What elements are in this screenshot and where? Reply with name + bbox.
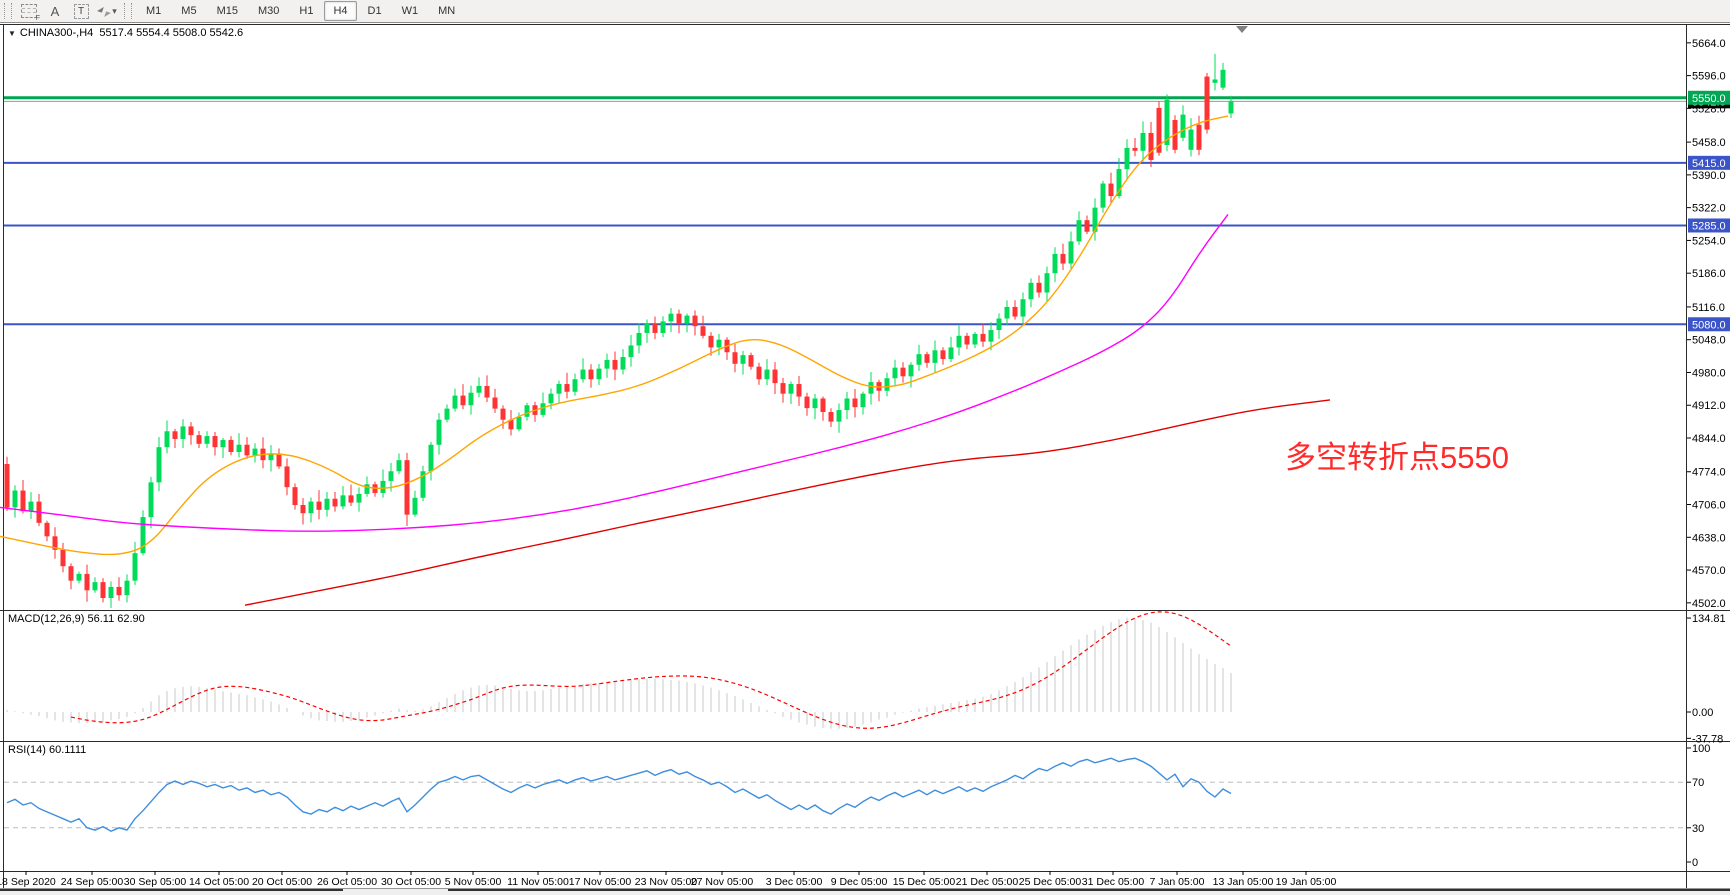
svg-text:13 Jan 05:00: 13 Jan 05:00 (1213, 876, 1274, 888)
svg-text:5116.0: 5116.0 (1692, 302, 1725, 314)
svg-text:24 Sep 05:00: 24 Sep 05:00 (61, 876, 124, 888)
svg-text:4570.0: 4570.0 (1692, 565, 1726, 577)
axis-badge-5080.0 (1688, 317, 1730, 332)
svg-text:25 Dec 05:00: 25 Dec 05:00 (1019, 876, 1082, 888)
svg-text:7 Jan 05:00: 7 Jan 05:00 (1150, 876, 1205, 888)
svg-text:23 Nov 05:00: 23 Nov 05:00 (635, 876, 698, 888)
svg-text:4502.0: 4502.0 (1692, 598, 1726, 610)
svg-text:20 Oct 05:00: 20 Oct 05:00 (252, 876, 312, 888)
svg-text:5596.0: 5596.0 (1692, 71, 1726, 83)
axis-badge-5550.0 (1688, 90, 1730, 105)
rsi-line (6, 757, 1232, 833)
svg-text:30: 30 (1692, 823, 1704, 835)
macd-label: MACD(12,26,9) 56.11 62.90 (8, 613, 145, 625)
svg-text:11 Nov 05:00: 11 Nov 05:00 (507, 876, 569, 888)
time-axis[interactable]: 18 Sep 2020 24 Sep 05:00 30 Sep 05:00 14 Oc… (0, 871, 1337, 888)
svg-text:5 Nov 05:00: 5 Nov 05:00 (445, 876, 502, 888)
timeframe-button-m15[interactable]: M15 (216, 5, 238, 17)
svg-text:19 Jan 05:00: 19 Jan 05:00 (1276, 876, 1337, 888)
svg-text:5390.0: 5390.0 (1692, 170, 1726, 182)
axis-badge-5285.0 (1688, 218, 1730, 233)
svg-text:0: 0 (1692, 857, 1698, 869)
svg-text:14 Oct 05:00: 14 Oct 05:00 (189, 876, 249, 888)
arrow-objects-icon[interactable]: ▾ (96, 2, 118, 20)
timeframe-button-m5[interactable]: M5 (181, 5, 197, 17)
bottom-strip (0, 889, 1730, 895)
rsi-label: RSI(14) 60.1111 (8, 744, 86, 756)
timeframe-button-m30[interactable]: M30 (257, 5, 280, 17)
axis-badge-5415.0 (1688, 155, 1730, 170)
svg-text:-37.78: -37.78 (1692, 733, 1723, 745)
horizontal-level-lines (4, 96, 1686, 326)
svg-text:5048.0: 5048.0 (1692, 335, 1726, 347)
ohlc-values: 5517.4 5554.4 5508.0 5542.6 (99, 27, 244, 39)
svg-text:0.00: 0.00 (1692, 707, 1713, 719)
candles-layer (4, 53, 1234, 608)
svg-text:134.81: 134.81 (1692, 613, 1726, 625)
svg-text:17 Nov 05:00: 17 Nov 05:00 (569, 876, 632, 888)
svg-text:21 Dec 05:00: 21 Dec 05:00 (956, 876, 1019, 888)
moving-averages-layer (0, 115, 1331, 606)
timeframe-button-w1[interactable]: W1 (401, 5, 419, 17)
timeframe-button-d1[interactable]: D1 (367, 5, 382, 17)
label-tool-icon[interactable]: A (50, 3, 60, 19)
svg-text:5285.0: 5285.0 (1692, 220, 1726, 232)
svg-text:5415.0: 5415.0 (1692, 158, 1726, 170)
chart-annotation-text[interactable]: 多空转折点5550 (1285, 440, 1509, 475)
svg-text:5664.0: 5664.0 (1692, 38, 1726, 50)
toolbar-drag-handle[interactable] (4, 3, 12, 19)
timeframe-button-h4[interactable]: H4 (324, 1, 357, 21)
svg-text:4638.0: 4638.0 (1692, 532, 1726, 544)
symbol-dropdown-icon[interactable]: ▼ (8, 29, 16, 38)
macd-signal-line (70, 611, 1232, 729)
svg-text:5186.0: 5186.0 (1692, 268, 1726, 280)
svg-text:18 Sep 2020: 18 Sep 2020 (0, 876, 56, 888)
fibonacci-grid-icon[interactable] (18, 2, 40, 22)
symbol-name: CHINA300-,H4 (19, 27, 94, 39)
svg-text:5550.0: 5550.0 (1692, 93, 1726, 105)
svg-text:70: 70 (1692, 777, 1704, 789)
ma-fast-orange (0, 115, 1229, 556)
chart-shift-marker-icon[interactable] (1236, 26, 1248, 33)
ma-slow-red (244, 399, 1331, 606)
ma-medium-magenta (0, 213, 1229, 532)
svg-text:15 Dec 05:00: 15 Dec 05:00 (893, 876, 956, 888)
svg-text:100: 100 (1692, 743, 1710, 755)
svg-text:5080.0: 5080.0 (1692, 319, 1726, 331)
svg-text:31 Dec 05:00: 31 Dec 05:00 (1082, 876, 1145, 888)
macd-panel: 134.81 0.00 -37.78 MACD(12,26,9) 56.11 62.9… (6, 611, 1726, 745)
svg-text:5322.0: 5322.0 (1692, 203, 1726, 215)
toolbar-drag-handle[interactable] (124, 3, 132, 19)
svg-text:3 Dec 05:00: 3 Dec 05:00 (766, 876, 823, 888)
svg-text:4706.0: 4706.0 (1692, 500, 1726, 512)
svg-text:30 Sep 05:00: 30 Sep 05:00 (124, 876, 187, 888)
timeframe-button-mn[interactable]: MN (438, 5, 456, 17)
svg-text:4912.0: 4912.0 (1692, 400, 1726, 412)
symbol-ohlc-line[interactable]: ▼ CHINA300-,H4 5517.4 5554.4 5508.0 5542.… (8, 27, 243, 39)
toolbar: A T ▾ M1 M5 M15 M30 H1 H4 D1 W1 MN (0, 0, 1730, 23)
svg-text:26 Oct 05:00: 26 Oct 05:00 (317, 876, 377, 888)
svg-text:9 Dec 05:00: 9 Dec 05:00 (831, 876, 888, 888)
dropdown-caret-icon[interactable]: ▾ (112, 5, 117, 16)
svg-text:4980.0: 4980.0 (1692, 367, 1726, 379)
svg-text:4844.0: 4844.0 (1692, 433, 1726, 445)
svg-text:30 Oct 05:00: 30 Oct 05:00 (381, 876, 441, 888)
rsi-panel: 100 70 30 0 RSI(14) 60.1111 (4, 743, 1710, 869)
text-tool-icon[interactable]: T (70, 2, 92, 20)
svg-text:27 Nov 05:00: 27 Nov 05:00 (691, 876, 754, 888)
price-axis[interactable]: 5664.05596.05528.05458.05390.05322.05254… (1687, 38, 1730, 610)
svg-text:5458.0: 5458.0 (1692, 137, 1726, 149)
timeframe-button-h1[interactable]: H1 (299, 5, 314, 17)
svg-text:5254.0: 5254.0 (1692, 235, 1726, 247)
svg-text:4774.0: 4774.0 (1692, 467, 1726, 479)
timeframe-button-m1[interactable]: M1 (146, 5, 162, 17)
timeframe-button-group: M1 M5 M15 M30 H1 H4 D1 W1 MN (136, 1, 465, 21)
